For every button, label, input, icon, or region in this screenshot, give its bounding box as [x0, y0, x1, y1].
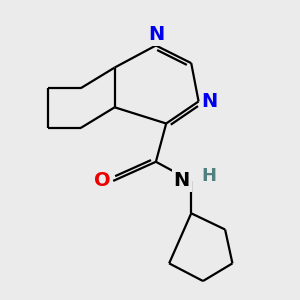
Text: H: H — [202, 167, 217, 185]
Text: N: N — [173, 171, 190, 190]
Text: N: N — [202, 92, 218, 111]
Text: O: O — [94, 171, 110, 190]
Text: N: N — [148, 25, 164, 44]
